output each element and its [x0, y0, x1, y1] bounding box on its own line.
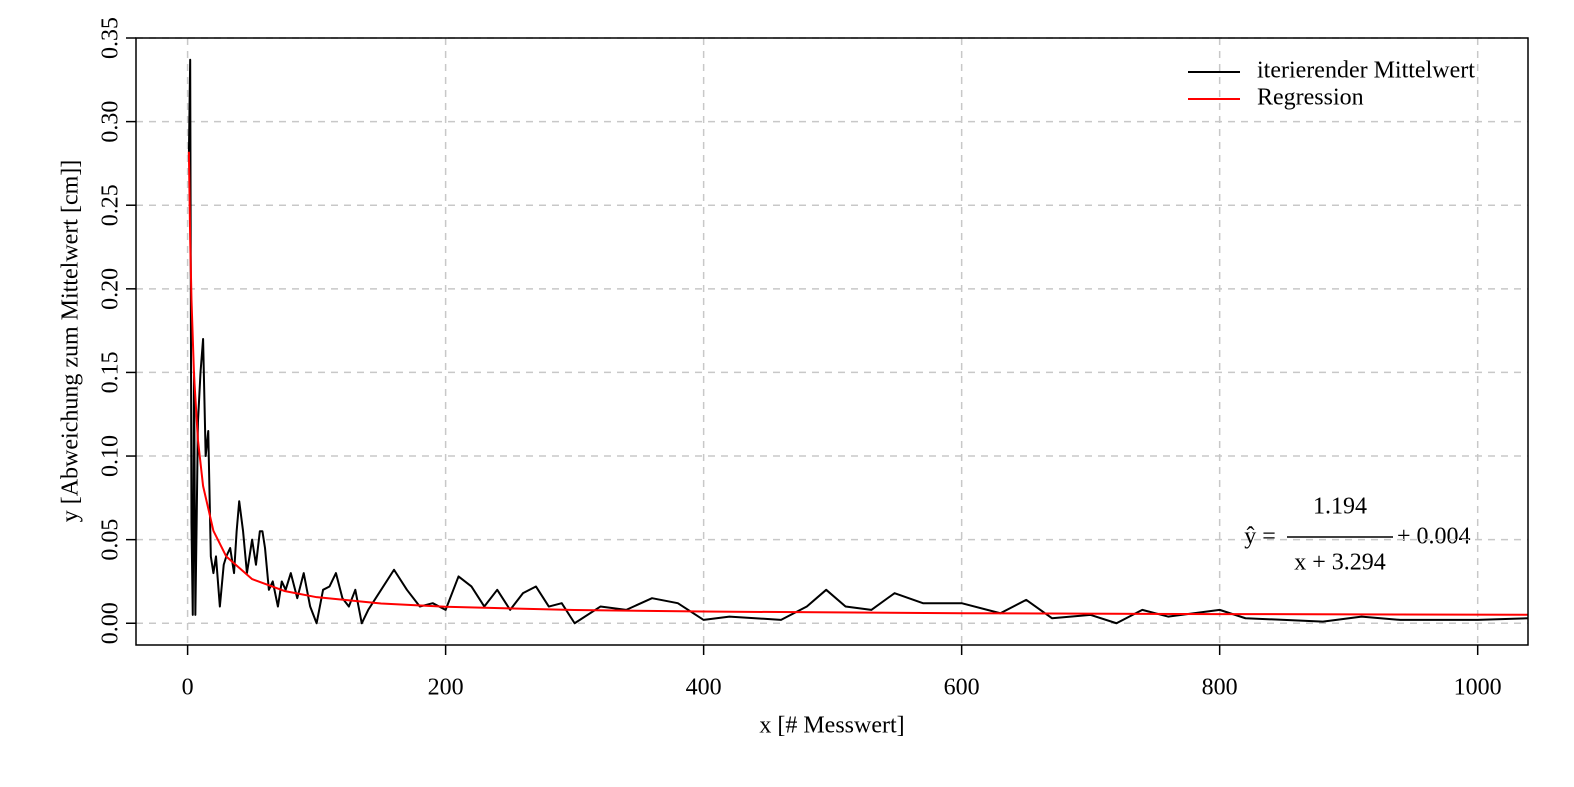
y-tick-label: 0.30 [98, 101, 124, 143]
x-tick-label: 0 [182, 675, 194, 701]
y-tick-label: 0.35 [98, 17, 124, 59]
y-tick-label: 0.10 [98, 435, 124, 477]
y-tick-label: 0.05 [98, 519, 124, 561]
y-tick-label: 0.25 [98, 184, 124, 226]
y-tick-label: 0.20 [98, 268, 124, 310]
legend-label: Regression [1257, 85, 1364, 111]
series-line [187, 58, 1528, 625]
plot-area [187, 58, 1528, 625]
grid [136, 37, 1528, 645]
equation-rest: + 0.004 [1397, 524, 1471, 550]
legend-label: iterierender Mittelwert [1257, 58, 1475, 84]
plot-frame [135, 37, 1529, 646]
equation-denominator: x + 3.294 [1294, 550, 1386, 576]
x-axis-label: x [# Messwert] [759, 713, 904, 739]
equation-numerator: 1.194 [1313, 494, 1367, 520]
x-tick-label: 800 [1202, 675, 1238, 701]
x-tick-label: 400 [686, 675, 722, 701]
x-tick-label: 600 [944, 675, 980, 701]
series-line [187, 151, 1528, 616]
y-tick-label: 0.15 [98, 351, 124, 393]
x-tick-label: 1000 [1454, 675, 1502, 701]
x-tick-label: 200 [428, 675, 464, 701]
y-tick-label: 0.00 [98, 602, 124, 644]
y-axis-label: y [Abweichung zum Mittelwert [cm]] [58, 160, 84, 523]
equation-lhs: ŷ = [1244, 524, 1276, 550]
